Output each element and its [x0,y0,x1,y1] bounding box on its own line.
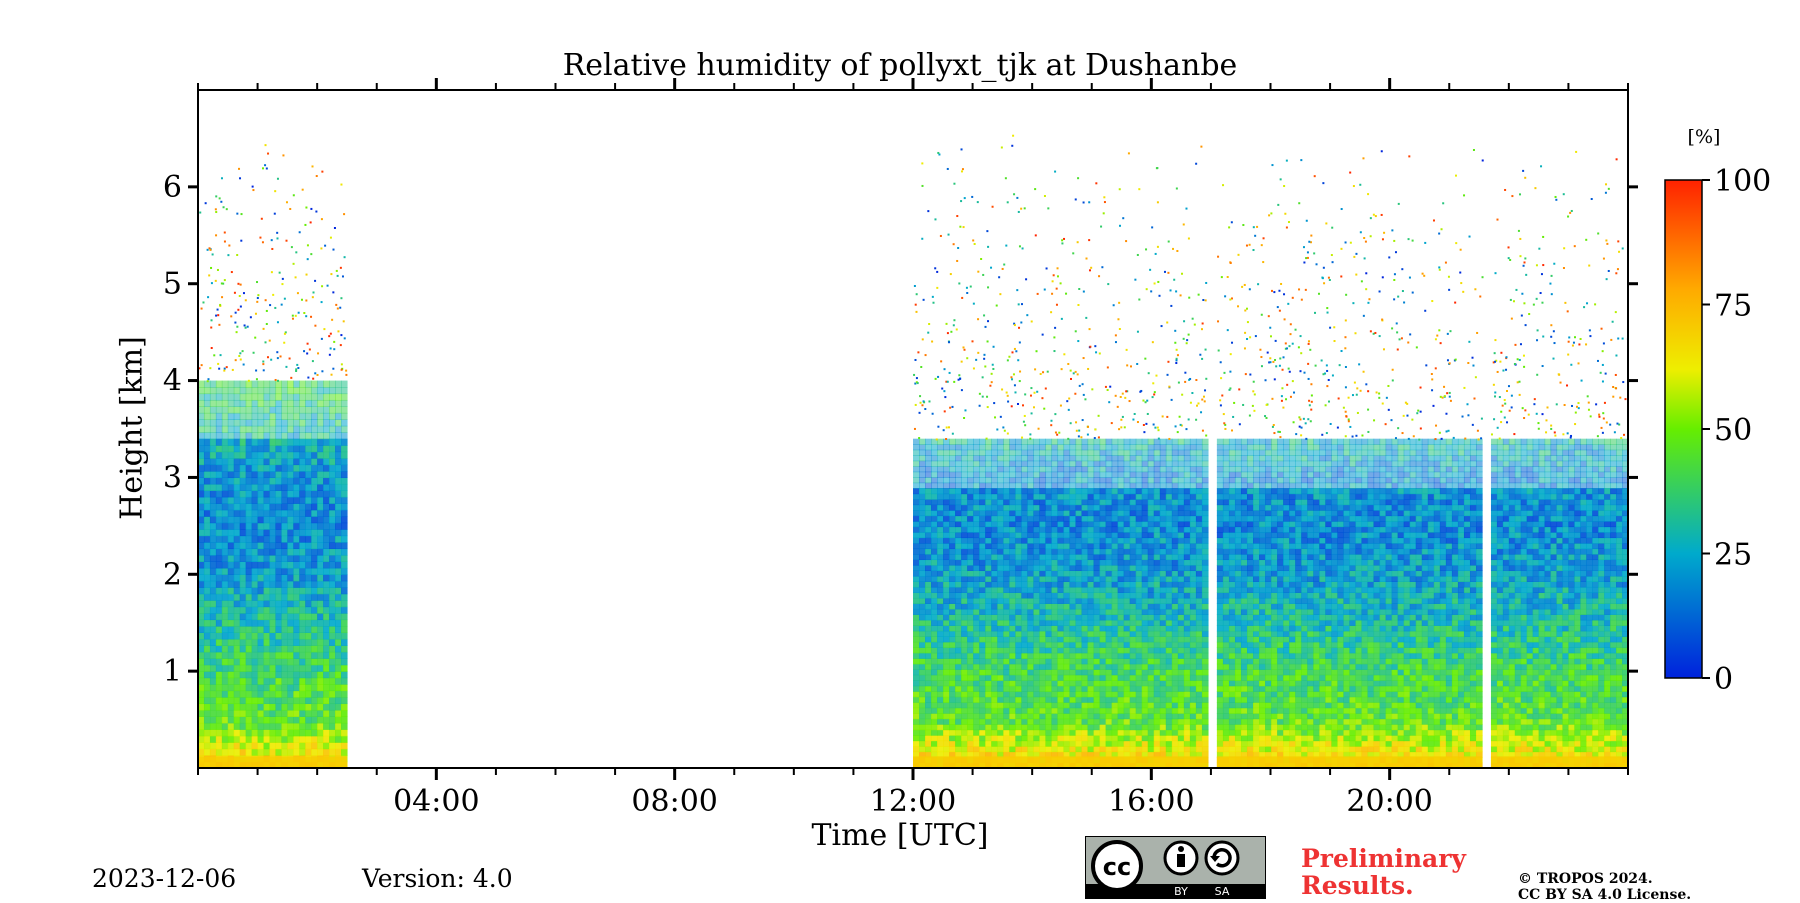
colorbar-tick-label: 0 [1714,662,1733,697]
colorbar-tick-label: 50 [1714,413,1752,448]
cc-by-label: BY [1174,885,1188,898]
colorbar-unit-label: [%] [1688,126,1721,148]
colorbar [1665,180,1702,678]
colorbar-tick-label: 25 [1714,538,1752,573]
copyright-line-2: CC BY SA 4.0 License. [1518,887,1691,903]
copyright-line-1: © TROPOS 2024. [1518,871,1691,887]
heatmap-segment [913,135,1209,769]
x-axis-label: Time [UTC] [0,818,1800,853]
cc-sa-label: SA [1215,885,1230,898]
y-tick-label: 4 [163,364,182,399]
version-label: Version: 4.0 [362,864,513,893]
preliminary-notice: Preliminary Results. [1301,845,1466,899]
x-tick-label: 16:00 [1108,784,1194,819]
heatmap-field [198,135,1629,769]
colorbar-tick-label: 100 [1714,164,1771,199]
colorbar-tick-label: 75 [1714,289,1752,324]
date-label: 2023-12-06 [92,864,236,893]
y-tick-label: 3 [163,460,182,495]
heatmap-segment [1217,149,1484,769]
y-tick-label: 5 [163,267,182,302]
y-axis-label: Height [km] [115,336,150,520]
x-tick-label: 12:00 [870,784,956,819]
x-tick-label: 04:00 [393,784,479,819]
x-tick-label: 20:00 [1346,784,1432,819]
heatmap-segment [198,144,348,768]
heatmap-segment [1491,151,1629,769]
x-tick-label: 08:00 [631,784,717,819]
y-tick-label: 1 [163,654,182,689]
preliminary-line-1: Preliminary [1301,845,1466,872]
copyright-notice: © TROPOS 2024. CC BY SA 4.0 License. [1518,871,1691,903]
preliminary-line-2: Results. [1301,872,1466,899]
y-tick-label: 6 [163,170,182,205]
cc-by-sa-icon: cc BY SA [1085,836,1266,899]
y-tick-label: 2 [163,557,182,592]
